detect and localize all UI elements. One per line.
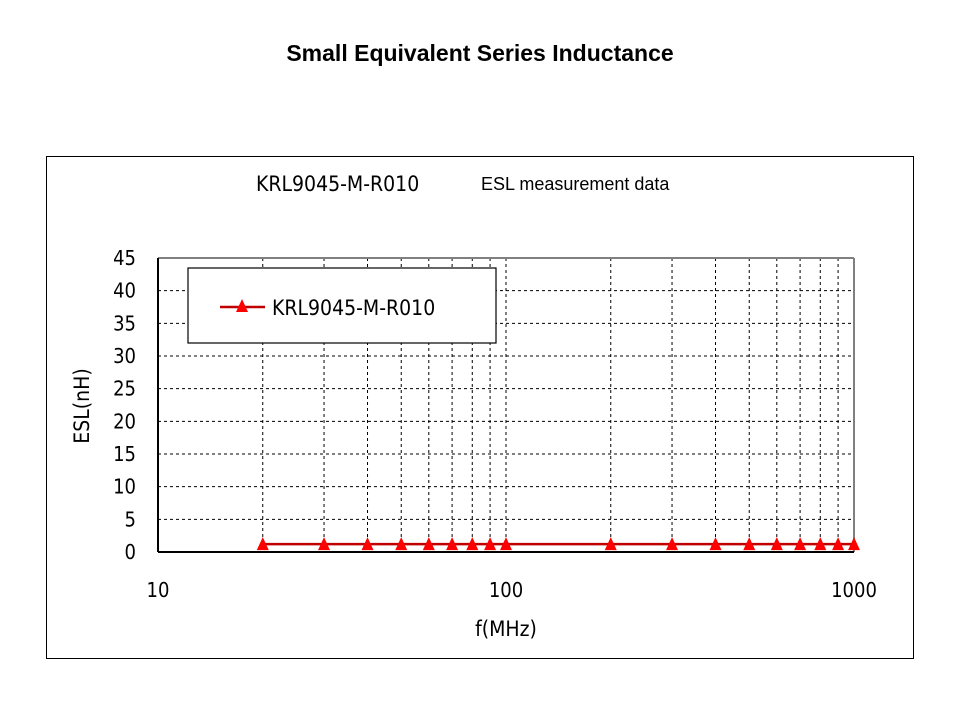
data-point-triangle (666, 537, 679, 551)
data-point-triangle (446, 537, 459, 551)
y-tick-label: 25 (113, 377, 136, 401)
chart-subtitle: ESL measurement data (481, 174, 670, 194)
y-tick-label: 5 (125, 507, 136, 531)
y-tick-label: 30 (113, 344, 136, 368)
legend: KRL9045-M-R010 (187, 267, 497, 344)
x-tick-label: 100 (489, 578, 523, 602)
y-tick-label: 15 (113, 442, 136, 466)
data-point-triangle (814, 537, 827, 551)
y-tick-label: 45 (113, 246, 136, 270)
data-point-triangle (361, 537, 374, 551)
chart-title: KRL9045-M-R010 (256, 172, 419, 196)
data-point-triangle (743, 537, 756, 551)
y-tick-label: 0 (125, 540, 136, 564)
data-point-triangle (770, 537, 783, 551)
data-point-triangle (500, 537, 512, 551)
data-point-triangle (848, 537, 860, 551)
y-tick-label: 20 (113, 409, 136, 433)
data-point-triangle (256, 537, 269, 551)
data-point-triangle (422, 537, 435, 551)
y-tick-label: 40 (113, 279, 136, 303)
y-tick-label: 35 (113, 311, 136, 335)
y-tick-label: 10 (113, 475, 136, 499)
data-point-triangle (832, 537, 845, 551)
x-tick-labels: 10 100 1000 (147, 578, 877, 602)
y-axis-label: ESL(nH) (70, 368, 94, 443)
x-axis-label: f(MHz) (475, 617, 537, 641)
series-group (256, 537, 860, 551)
chart-frame (46, 156, 914, 659)
data-point-triangle (484, 537, 497, 551)
legend-label: KRL9045-M-R010 (272, 296, 435, 320)
data-point-triangle (604, 537, 617, 551)
data-point-triangle (794, 537, 807, 551)
y-tick-labels: 0 5 10 15 20 25 30 35 40 45 (113, 246, 136, 564)
data-point-triangle (395, 537, 408, 551)
data-point-triangle (466, 537, 479, 551)
slide-title: Small Equivalent Series Inductance (286, 40, 674, 66)
legend-marker-triangle (236, 299, 248, 312)
x-tick-label: 10 (147, 578, 170, 602)
x-tick-label: 1000 (831, 578, 877, 602)
data-point-triangle (318, 537, 331, 551)
data-point-triangle (709, 537, 722, 551)
